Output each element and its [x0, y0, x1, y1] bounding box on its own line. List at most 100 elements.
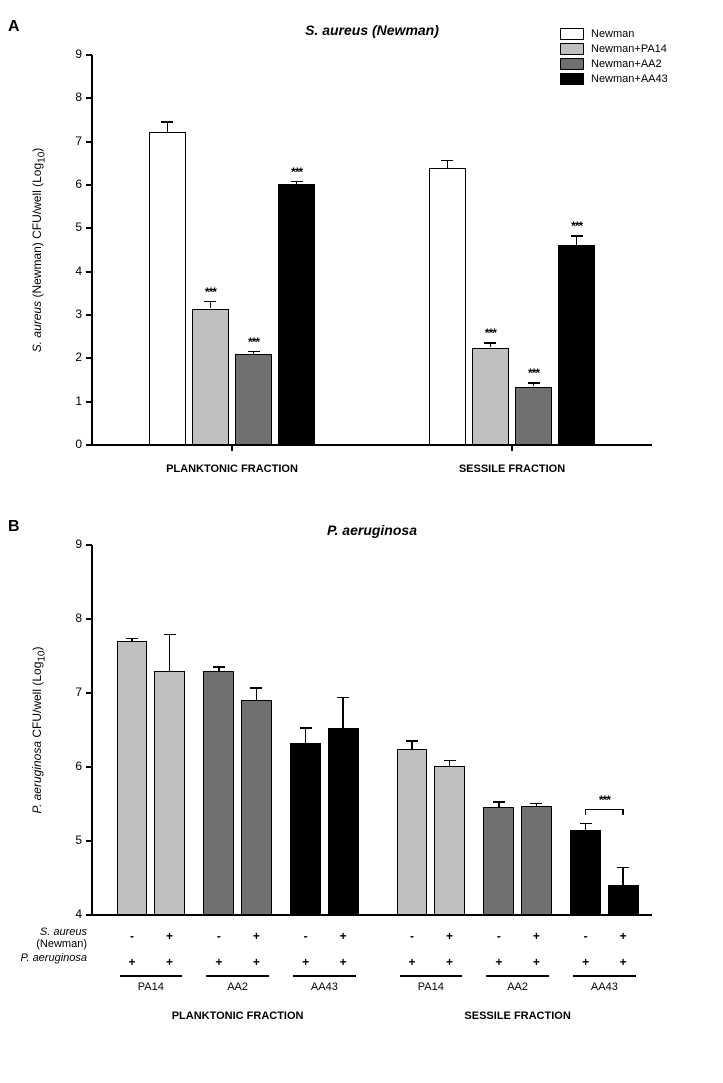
pair-underline — [400, 975, 462, 977]
y-tick — [86, 227, 92, 229]
legend-item: Newman — [560, 28, 668, 40]
panel-b-label: B — [8, 518, 20, 536]
error-cap — [441, 160, 453, 162]
bar — [483, 807, 514, 915]
pair-underline — [206, 975, 268, 977]
condition-marker: + — [526, 929, 546, 943]
bar — [328, 728, 359, 915]
y-tick-label: 4 — [62, 264, 82, 278]
error-cap — [291, 181, 303, 183]
condition-marker: - — [122, 929, 142, 943]
bar — [290, 743, 321, 915]
pair-label: PA14 — [111, 981, 191, 993]
y-tick — [86, 618, 92, 620]
condition-marker: + — [402, 955, 422, 969]
y-tick-label: 6 — [62, 759, 82, 773]
panel-b-y-axis-label: P. aeruginosa CFU/well (Log10) — [30, 545, 47, 915]
condition-marker: + — [122, 955, 142, 969]
significance-marker: *** — [514, 366, 554, 380]
y-tick-label: 8 — [62, 611, 82, 625]
error-bar — [305, 727, 307, 743]
y-tick — [86, 692, 92, 694]
bar — [558, 245, 594, 445]
y-tick — [86, 444, 92, 446]
sig-bracket — [586, 809, 624, 811]
pair-underline — [486, 975, 548, 977]
pair-label: AA43 — [284, 981, 364, 993]
significance-marker: *** — [190, 285, 230, 299]
bar — [397, 749, 428, 915]
condition-marker: + — [333, 929, 353, 943]
bar — [149, 132, 185, 445]
y-tick-label: 1 — [62, 394, 82, 408]
bar — [278, 184, 314, 445]
condition-marker: + — [296, 955, 316, 969]
y-tick — [86, 766, 92, 768]
error-cap — [250, 687, 262, 689]
condition-marker: - — [296, 929, 316, 943]
y-tick-label: 0 — [62, 437, 82, 451]
pair-label: AA2 — [478, 981, 558, 993]
legend-label: Newman — [591, 28, 634, 40]
condition-marker: + — [526, 955, 546, 969]
pair-label: AA43 — [564, 981, 644, 993]
y-tick-label: 3 — [62, 307, 82, 321]
bar — [608, 885, 639, 915]
y-tick-label: 9 — [62, 537, 82, 551]
condition-marker: - — [209, 929, 229, 943]
error-cap — [126, 638, 138, 640]
x-tick — [511, 445, 513, 451]
error-cap — [528, 382, 540, 384]
pair-label: AA2 — [198, 981, 278, 993]
error-cap — [164, 634, 176, 636]
condition-marker: + — [160, 955, 180, 969]
condition-marker: - — [489, 929, 509, 943]
bar — [429, 168, 465, 445]
y-axis — [91, 55, 93, 445]
error-cap — [493, 801, 505, 803]
bar — [472, 348, 508, 446]
condition-marker: + — [576, 955, 596, 969]
bar — [515, 387, 551, 446]
error-cap — [406, 740, 418, 742]
bar — [241, 700, 272, 915]
y-tick — [86, 401, 92, 403]
bar — [434, 766, 465, 915]
y-tick-label: 9 — [62, 47, 82, 61]
bar — [235, 354, 271, 445]
bar — [154, 671, 185, 915]
error-cap — [213, 666, 225, 668]
condition-marker: - — [402, 929, 422, 943]
y-tick-label: 6 — [62, 177, 82, 191]
panel-b: B P. aeruginosa P. aeruginosa CFU/well (… — [0, 510, 723, 1083]
error-cap — [248, 351, 260, 353]
y-tick-label: 7 — [62, 134, 82, 148]
bar — [570, 830, 601, 915]
significance-marker: *** — [277, 165, 317, 179]
pair-label: PA14 — [391, 981, 471, 993]
group-label: SESSILE FRACTION — [408, 1010, 628, 1022]
significance-marker: *** — [557, 219, 597, 233]
pair-underline — [120, 975, 182, 977]
significance-marker: *** — [234, 335, 274, 349]
bar — [117, 641, 148, 915]
sig-bracket-leg — [622, 809, 624, 815]
y-tick — [86, 141, 92, 143]
error-cap — [580, 823, 592, 825]
legend-item: Newman+PA14 — [560, 43, 668, 55]
legend-swatch — [560, 43, 584, 55]
y-tick-label: 5 — [62, 220, 82, 234]
error-cap — [300, 727, 312, 729]
panel-a-label: A — [8, 18, 20, 36]
condition-marker: + — [613, 929, 633, 943]
condition-marker: + — [489, 955, 509, 969]
group-label: PLANKTONIC FRACTION — [122, 463, 342, 475]
panel-a: A S. aureus (Newman) NewmanNewman+PA14Ne… — [0, 0, 723, 510]
group-label: SESSILE FRACTION — [402, 463, 622, 475]
error-bar — [342, 697, 344, 728]
y-tick — [86, 914, 92, 916]
y-tick — [86, 314, 92, 316]
y-tick — [86, 544, 92, 546]
error-cap — [617, 867, 629, 869]
error-cap — [204, 301, 216, 303]
